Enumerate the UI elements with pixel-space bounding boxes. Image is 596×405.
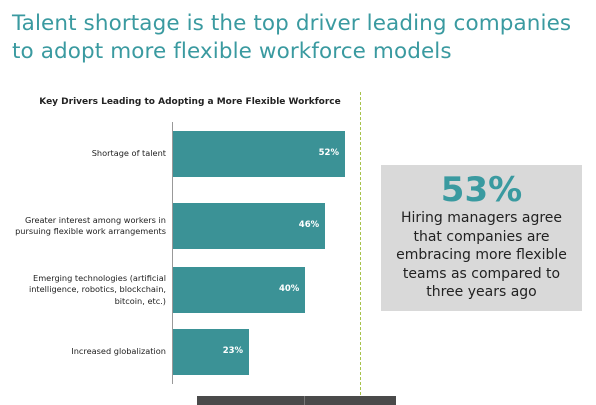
bar-value-label: 23% [222, 346, 244, 356]
category-label: Shortage of talent [10, 148, 166, 160]
page-title: Talent shortage is the top driver leadin… [12, 11, 572, 64]
category-label-line: bitcoin, etc.) [114, 295, 166, 306]
bar [173, 329, 250, 375]
bar [173, 203, 326, 249]
category-label: Emerging technologies (artificial intelli… [10, 273, 166, 308]
category-label-line: Emerging technologies (artificial [33, 272, 166, 283]
category-label-line: Shortage of talent [91, 148, 166, 159]
category-axis [172, 122, 173, 384]
bottom-toolbar [197, 396, 396, 405]
callout-stat: 53% [440, 170, 523, 210]
bar [173, 267, 306, 313]
category-label: Greater interest among workers in pursuin… [10, 215, 166, 238]
bar-value-label: 46% [298, 220, 320, 230]
chart-title: Key Drivers Leading to Adopting a More F… [39, 97, 341, 107]
category-label-line: intelligence, robotics, blockchain, [28, 284, 166, 295]
bar-value-label: 40% [278, 284, 300, 294]
bar-value-label: 52% [318, 148, 339, 158]
divider-line [360, 92, 361, 405]
stat-callout: 53% Hiring managers agree that companies… [381, 165, 582, 311]
category-label-line: Increased globalization [71, 346, 166, 357]
category-label-line: Greater interest among workers in [24, 214, 166, 225]
bar [173, 131, 345, 177]
category-label: Increased globalization [10, 346, 166, 358]
callout-text: Hiring managers agree that companies are… [396, 210, 567, 300]
category-label-line: pursuing flexible work arrangements [15, 226, 166, 236]
